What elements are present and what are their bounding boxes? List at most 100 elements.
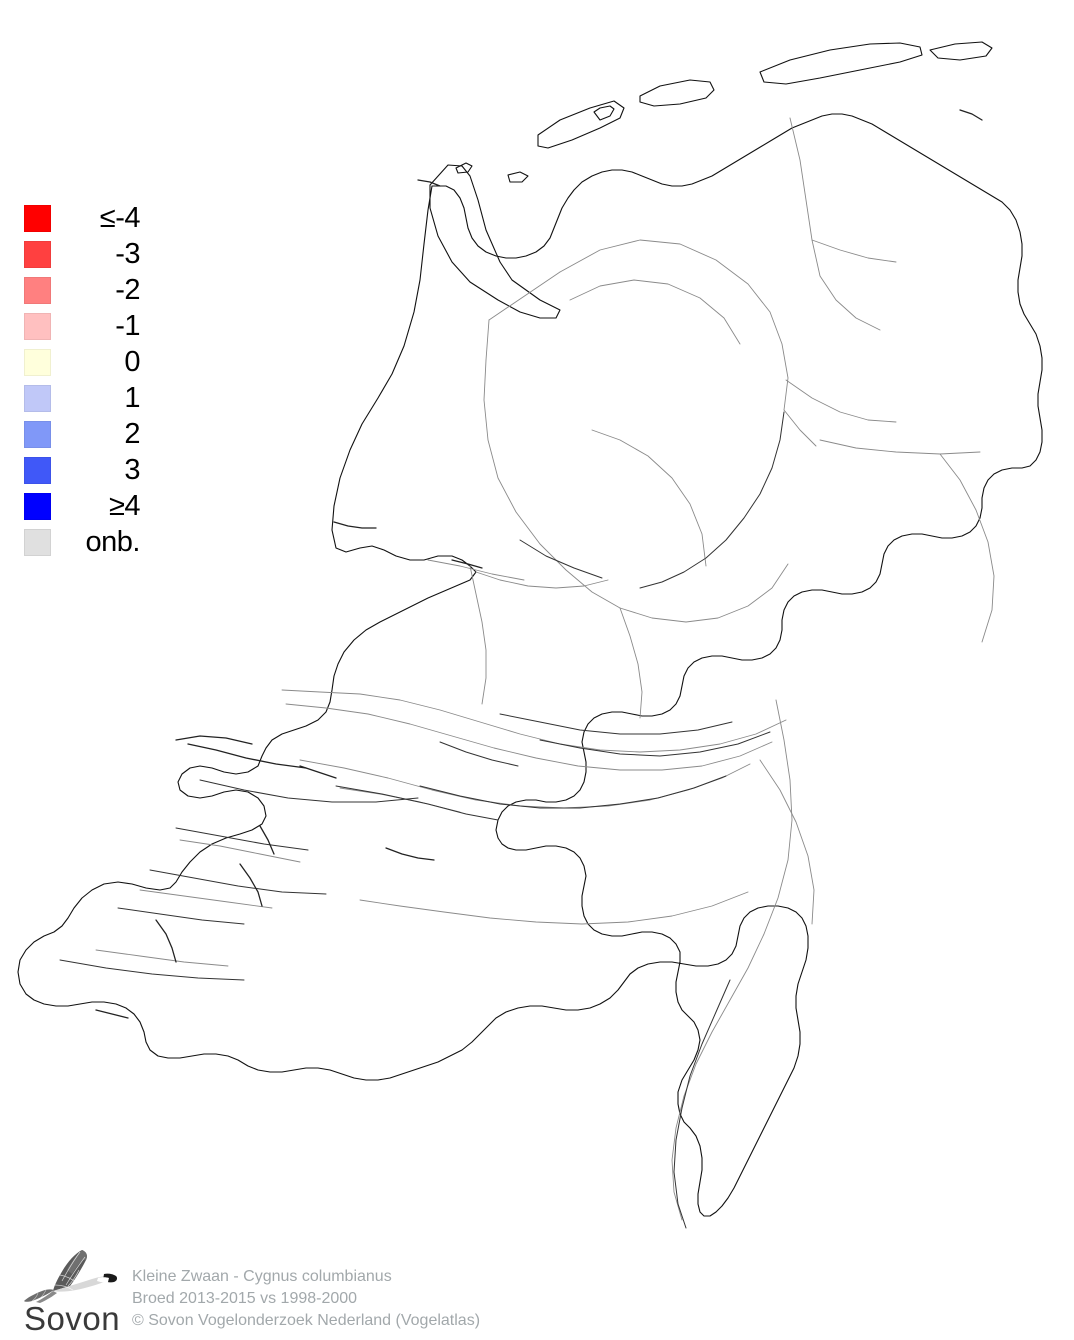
delta-oosterschelde [149, 869, 327, 895]
water-detail-group [59, 411, 785, 1229]
boundary-gelderland-overijssel [785, 379, 897, 423]
detail-zeeland-dam-b [155, 919, 177, 963]
caption-period-line: Broed 2013-2015 vs 1998-2000 [132, 1290, 358, 1307]
legend-item-zero: 0 [24, 344, 144, 380]
boundary-drenthe-overijssel [819, 439, 981, 455]
boundary-noordbrabant-limburg [759, 759, 815, 925]
netherlands-mainland-border [17, 113, 1043, 1217]
legend-label-minus2: -2 [115, 273, 140, 306]
detail-ijmuiden [333, 521, 377, 529]
caption-copyright-line: © Sovon Vogelonderzoek Nederland (Vogela… [132, 1312, 481, 1329]
detail-biesbosch [385, 847, 435, 861]
map-legend: ≤-4 -3 -2 -1 0 1 2 3 ≥4 onb. [24, 200, 144, 560]
detail-maasvlakte [299, 765, 337, 779]
legend-swatch-zero [24, 348, 51, 376]
legend-swatch-three [24, 456, 51, 484]
island-schiermonnikoog [759, 42, 923, 85]
boundary-ij [427, 559, 525, 581]
boundary-noordbrabant-zuid [359, 891, 749, 925]
detail-zeeland-dam-a [239, 863, 263, 907]
caption-block: Sovon Kleine Zwaan - Cygnus columbianus … [24, 1248, 480, 1337]
coastal-detail-group [95, 109, 983, 1019]
legend-swatch-minus1 [24, 312, 51, 340]
swallow-bird-icon [24, 1250, 118, 1303]
legend-swatch-ge-four [24, 492, 51, 520]
detail-den-helder [417, 179, 441, 187]
detail-haringvlietdam [259, 825, 275, 855]
boundary-zeeland-a [179, 839, 301, 863]
legend-label-le-minus4: ≤-4 [99, 201, 141, 234]
delta-haringvliet [199, 779, 419, 803]
mainland-outline-group [17, 113, 1043, 1217]
lake-ijsselmeer-edge [519, 539, 603, 579]
legend-item-ge-four: ≥4 [24, 488, 144, 524]
legend-item-three: 3 [24, 452, 144, 488]
province-boundaries-group [95, 117, 995, 1221]
island-rottumeroog [929, 41, 993, 61]
boundary-friesland-groningen [789, 117, 881, 331]
island-ameland [639, 79, 715, 107]
caption-text: Kleine Zwaan - Cygnus columbianus Broed … [132, 1266, 480, 1334]
legend-swatch-le-minus4 [24, 204, 51, 232]
boundary-flevoland-east [783, 409, 817, 447]
boundary-utrecht-zuidholland [469, 565, 487, 705]
sovon-wordmark: Sovon [24, 1300, 121, 1337]
detail-eemshaven [959, 109, 983, 121]
netherlands-outline-svg [17, 41, 1043, 1229]
boundary-ijsselmeer-west [483, 319, 621, 609]
island-terschelling [593, 105, 615, 121]
islet-noorderhaaks [507, 171, 529, 183]
legend-item-onbekend: onb. [24, 524, 144, 560]
legend-swatch-minus2 [24, 276, 51, 304]
boundary-overijssel-east [939, 453, 995, 643]
legend-label-three: 3 [124, 453, 140, 486]
island-vlieland [537, 100, 625, 149]
boundary-flevoland-north [559, 239, 789, 411]
legend-item-minus2: -2 [24, 272, 144, 308]
boundary-utrecht-gelderland [619, 607, 643, 719]
boundary-zeeland-b [139, 889, 273, 909]
canal-noordzee [335, 785, 499, 821]
river-waal [539, 731, 771, 757]
river-maas-limburg [673, 979, 731, 1229]
boundary-friesland-drenthe [811, 239, 897, 263]
legend-swatch-onbekend [24, 528, 51, 556]
legend-label-one: 1 [124, 381, 140, 414]
legend-swatch-two [24, 420, 51, 448]
boundary-markermeer [591, 429, 707, 567]
legend-label-zero: 0 [124, 345, 140, 378]
islet-small-a [455, 162, 473, 174]
boundary-zeeland-c [95, 949, 229, 967]
river-ijssel [639, 411, 785, 589]
legend-item-minus1: -1 [24, 308, 144, 344]
boundary-rijn-waal-north [281, 689, 787, 753]
boundary-noordoostpolder [569, 279, 741, 345]
legend-label-ge-four: ≥4 [108, 489, 141, 522]
delta-veerse-meer [117, 907, 245, 925]
caption-species-line: Kleine Zwaan - Cygnus columbianus [132, 1268, 392, 1285]
legend-item-le-minus4: ≤-4 [24, 200, 144, 236]
legend-label-onbekend: onb. [85, 525, 141, 558]
sovon-logo: Sovon [24, 1248, 124, 1337]
delta-westerschelde [59, 959, 245, 981]
detail-rotterdam-port [187, 743, 307, 769]
legend-item-one: 1 [24, 380, 144, 416]
island-texel [429, 164, 561, 319]
river-hollandse-ijssel [439, 741, 519, 767]
boundary-flevoland-south [619, 563, 789, 623]
legend-label-minus1: -1 [115, 309, 140, 342]
detail-vlissingen [95, 1009, 129, 1019]
river-maas-mid [419, 775, 727, 809]
distribution-map [17, 41, 1043, 1229]
detail-europoort [175, 735, 253, 745]
boundary-maas [299, 759, 751, 809]
delta-grevelingen [175, 827, 309, 851]
river-nederrijn [499, 713, 733, 735]
boundary-afsluitdijk [488, 271, 561, 321]
legend-label-minus3: -3 [115, 237, 140, 270]
boundary-rijn-waal-south [285, 703, 773, 771]
wadden-islands-group [429, 41, 993, 319]
boundary-limburg-maas-upper [671, 699, 793, 1221]
boundary-noordholland-utrecht [475, 571, 609, 589]
legend-item-minus3: -3 [24, 236, 144, 272]
